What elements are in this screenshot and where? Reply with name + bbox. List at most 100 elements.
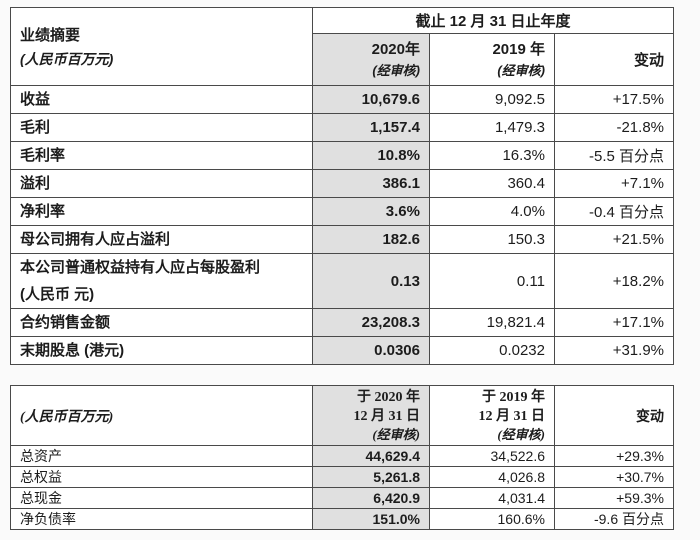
row-label-cell: 本公司普通权益持有人应占每股盈利 (人民币 元): [10, 253, 313, 309]
table1-col-2019-year: 2019 年: [492, 41, 545, 58]
value-2019-cell: 4,031.4: [429, 487, 555, 509]
table1-corner-title: 业绩摘要: [20, 26, 81, 44]
table-row: 末期股息 (港元) 0.0306 0.0232 +31.9%: [10, 336, 674, 365]
change-cell: +17.5%: [554, 85, 674, 114]
change-cell: +21.5%: [554, 225, 674, 254]
value-2020-cell: 1,157.4: [312, 113, 430, 142]
change-cell: -0.4 百分点: [554, 197, 674, 226]
value-2020-cell: 0.13: [312, 253, 430, 309]
change-cell: +59.3%: [554, 487, 674, 509]
value-2020-cell: 5,261.8: [312, 466, 430, 488]
table-row: 母公司拥有人应占溢利 182.6 150.3 +21.5%: [10, 225, 674, 254]
value-2019-cell: 1,479.3: [429, 113, 555, 142]
value-2019-cell: 150.3: [429, 225, 555, 254]
table1-body: 收益 10,679.6 9,092.5 +17.5% 毛利 1,157.4 1,…: [10, 85, 674, 365]
row-label-line1: 母公司拥有人应占溢利: [20, 231, 171, 248]
row-label-line1: 毛利: [20, 119, 51, 136]
table-row: 合约销售金额 23,208.3 19,821.4 +17.1%: [10, 308, 674, 337]
table-row: 净利率 3.6% 4.0% -0.4 百分点: [10, 197, 674, 226]
value-2020-cell: 3.6%: [312, 197, 430, 226]
value-2020-cell: 6,420.9: [312, 487, 430, 509]
table-row: 总权益 5,261.8 4,026.8 +30.7%: [10, 466, 674, 488]
table1-col-2019-audited-note: (经审核): [497, 63, 545, 78]
table2-col-2020-audited-note: (经审核): [372, 427, 420, 442]
value-2019-cell: 160.6%: [429, 508, 555, 530]
table2-col-2019-line1: 于 2019 年: [482, 390, 545, 405]
table-row: 收益 10,679.6 9,092.5 +17.5%: [10, 85, 674, 114]
row-label-line1: 收益: [20, 91, 51, 108]
row-label-cell: 总资产: [10, 445, 313, 467]
table1-period-header: 截止 12 月 31 日止年度: [312, 7, 674, 34]
row-label-line1: 本公司普通权益持有人应占每股盈利: [20, 259, 261, 276]
value-2020-cell: 151.0%: [312, 508, 430, 530]
table-row: 毛利率 10.8% 16.3% -5.5 百分点: [10, 141, 674, 170]
value-2020-cell: 386.1: [312, 169, 430, 198]
table1-header-row-2: 2020年 (经审核) 2019 年 (经审核) 变动: [11, 33, 674, 86]
table1-corner-subtitle: (人民币百万元): [20, 50, 114, 67]
value-2019-cell: 19,821.4: [429, 308, 555, 337]
value-2020-cell: 44,629.4: [312, 445, 430, 467]
table2-col-2020-line2: 12 月 31 日: [353, 409, 421, 424]
value-2019-cell: 0.11: [429, 253, 555, 309]
change-cell: +31.9%: [554, 336, 674, 365]
table1-corner-cell: 业绩摘要 (人民币百万元): [10, 7, 313, 86]
table1-col-2020-header: 2020年 (经审核): [312, 33, 430, 86]
table2-corner-subtitle: (人民币百万元): [20, 409, 114, 425]
table2-col-change-header: 变动: [554, 385, 674, 446]
value-2019-cell: 0.0232: [429, 336, 555, 365]
value-2019-cell: 4.0%: [429, 197, 555, 226]
table-row: 总资产 44,629.4 34,522.6 +29.3%: [10, 445, 674, 467]
row-label-line1: 末期股息 (港元): [20, 342, 125, 359]
row-label-cell: 毛利: [10, 113, 313, 142]
table2-corner-cell: (人民币百万元): [10, 385, 313, 446]
row-label-line1: 溢利: [20, 175, 51, 192]
change-cell: +18.2%: [554, 253, 674, 309]
change-cell: +17.1%: [554, 308, 674, 337]
row-label-cell: 毛利率: [10, 141, 313, 170]
value-2019-cell: 34,522.6: [429, 445, 555, 467]
change-cell: +29.3%: [554, 445, 674, 467]
table2-col-2020-line1: 于 2020 年: [357, 390, 420, 405]
value-2019-cell: 16.3%: [429, 141, 555, 170]
table2-col-2019-header: 于 2019 年 12 月 31 日 (经审核): [429, 385, 555, 446]
value-2020-cell: 23,208.3: [312, 308, 430, 337]
row-label-cell: 溢利: [10, 169, 313, 198]
row-label-line1: 净利率: [20, 203, 66, 220]
value-2020-cell: 182.6: [312, 225, 430, 254]
row-label-line2: (人民币 元): [20, 286, 95, 303]
row-label-line1: 合约销售金额: [20, 314, 111, 331]
table-row: 本公司普通权益持有人应占每股盈利 (人民币 元) 0.13 0.11 +18.2…: [10, 253, 674, 309]
table1-col-2020-audited-note: (经审核): [372, 63, 420, 78]
change-cell: -9.6 百分点: [554, 508, 674, 530]
table2-col-2019-audited-note: (经审核): [497, 427, 545, 442]
row-label-cell: 收益: [10, 85, 313, 114]
table1-header-row-1: 业绩摘要 (人民币百万元) 截止 12 月 31 日止年度: [10, 7, 674, 86]
change-cell: -21.8%: [554, 113, 674, 142]
value-2020-cell: 10,679.6: [312, 85, 430, 114]
table2-body: 总资产 44,629.4 34,522.6 +29.3% 总权益 5,261.8…: [10, 445, 674, 530]
table1-col-2020-year: 2020年: [371, 41, 420, 58]
row-label-line1: 毛利率: [20, 147, 66, 164]
row-label-cell: 末期股息 (港元): [10, 336, 313, 365]
value-2019-cell: 9,092.5: [429, 85, 555, 114]
table1-col-2019-header: 2019 年 (经审核): [429, 33, 555, 86]
value-2019-cell: 360.4: [429, 169, 555, 198]
table-row: 净负债率 151.0% 160.6% -9.6 百分点: [10, 508, 674, 530]
table1-col-change-header: 变动: [554, 33, 674, 86]
table2-header-row: (人民币百万元) 于 2020 年 12 月 31 日 (经审核) 于 2019…: [10, 385, 674, 446]
row-label-cell: 净利率: [10, 197, 313, 226]
change-cell: -5.5 百分点: [554, 141, 674, 170]
balance-sheet-summary-table: (人民币百万元) 于 2020 年 12 月 31 日 (经审核) 于 2019…: [10, 385, 674, 530]
row-label-cell: 母公司拥有人应占溢利: [10, 225, 313, 254]
table2-col-2020-header: 于 2020 年 12 月 31 日 (经审核): [312, 385, 430, 446]
row-label-cell: 净负债率: [10, 508, 313, 530]
value-2020-cell: 0.0306: [312, 336, 430, 365]
performance-summary-table: 业绩摘要 (人民币百万元) 截止 12 月 31 日止年度 2020年 (经审核…: [10, 7, 674, 365]
row-label-cell: 总权益: [10, 466, 313, 488]
row-label-cell: 合约销售金额: [10, 308, 313, 337]
value-2020-cell: 10.8%: [312, 141, 430, 170]
change-cell: +7.1%: [554, 169, 674, 198]
value-2019-cell: 4,026.8: [429, 466, 555, 488]
change-cell: +30.7%: [554, 466, 674, 488]
